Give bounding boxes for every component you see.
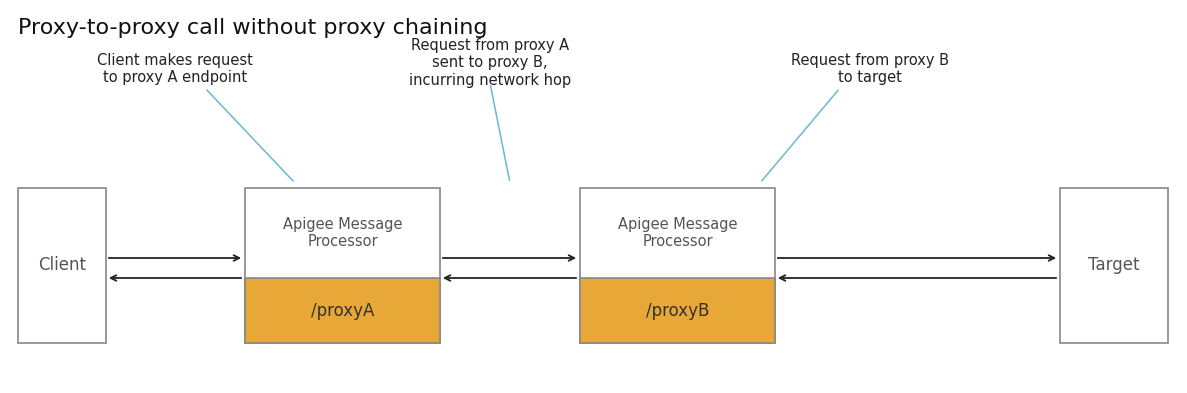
- Bar: [580, 278, 775, 343]
- Text: Request from proxy B
to target: Request from proxy B to target: [791, 53, 948, 85]
- Text: /proxyB: /proxyB: [646, 301, 709, 320]
- Text: Proxy-to-proxy call without proxy chaining: Proxy-to-proxy call without proxy chaini…: [18, 18, 488, 38]
- Text: Client makes request
to proxy A endpoint: Client makes request to proxy A endpoint: [97, 53, 253, 85]
- Bar: [18, 188, 106, 343]
- Text: Client: Client: [38, 257, 85, 274]
- Text: /proxyA: /proxyA: [311, 301, 374, 320]
- Text: Apigee Message
Processor: Apigee Message Processor: [283, 217, 402, 249]
- Text: Request from proxy A
sent to proxy B,
incurring network hop: Request from proxy A sent to proxy B, in…: [410, 38, 571, 88]
- Bar: [1060, 188, 1168, 343]
- Bar: [245, 188, 440, 343]
- Text: Apigee Message
Processor: Apigee Message Processor: [617, 217, 737, 249]
- Bar: [245, 278, 440, 343]
- Text: Target: Target: [1088, 257, 1140, 274]
- Bar: [580, 188, 775, 343]
